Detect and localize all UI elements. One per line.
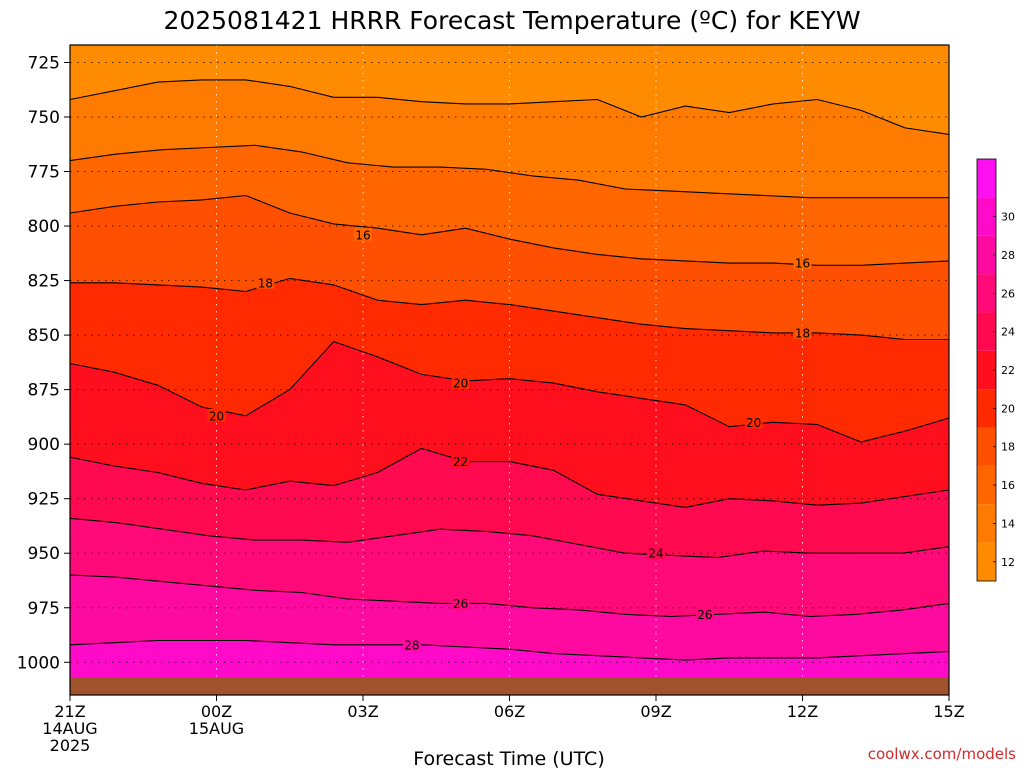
colorbar-label-12: 12 — [1001, 556, 1015, 569]
isotherm-label-16: 16 — [793, 256, 812, 271]
colorbar-swatch-1 — [977, 504, 996, 543]
isotherm-label-text: 22 — [453, 455, 468, 469]
temperature-colorbar: 12 14 16 18 20 22 24 26 28 30 — [976, 158, 1015, 582]
colorbar-label-22: 22 — [1001, 364, 1015, 377]
isotherm-label-20: 20 — [451, 376, 470, 391]
pressure-axis: 725 750 775 800 825 850 875 900 925 950 975 1000 — [17, 53, 70, 673]
isotherm-label-bg — [793, 256, 812, 270]
colorbar-swatch-10 — [977, 159, 996, 198]
isotherm-label-bg — [451, 596, 470, 610]
isotherm-label-bg — [402, 637, 421, 651]
colorbar-swatch-6 — [977, 312, 996, 351]
colorbar-swatch-4 — [977, 389, 996, 428]
credit-link[interactable]: coolwx.com/models — [868, 745, 1016, 763]
x-tick-label-12z: 12Z — [787, 702, 818, 721]
isotherm-12 — [70, 79, 949, 135]
isotherm-label-bg — [647, 546, 665, 560]
isotherm-labels: 16 16 18 18 20 20 20 22 24 26 26 28 — [207, 227, 812, 652]
colorbar-swatch-9 — [977, 197, 996, 236]
colorbar-label-16: 16 — [1001, 479, 1015, 492]
colorbar-swatch-8 — [977, 235, 996, 275]
y-tick-label-775: 775 — [28, 163, 60, 183]
colorbar-label-30: 30 — [1001, 211, 1015, 224]
x-tick-label-15z: 15Z — [933, 702, 964, 721]
x-tick-label-06z: 06Z — [494, 702, 525, 721]
colorbar-label-24: 24 — [1001, 326, 1015, 339]
isotherm-label-bg — [793, 325, 812, 339]
colorbar-label-18: 18 — [1001, 441, 1015, 454]
y-tick-label-975: 975 — [28, 599, 60, 619]
isotherm-label-28: 28 — [402, 637, 421, 652]
x-tick-label-09z: 09Z — [640, 702, 671, 721]
isotherm-label-text: 18 — [258, 276, 273, 290]
colorbar-swatch-5 — [977, 350, 996, 390]
x-tick-label-14aug: 14AUG — [42, 719, 97, 738]
chart-title: 2025081421 HRRR Forecast Temperature (ºC… — [163, 6, 860, 35]
y-tick-label-875: 875 — [28, 381, 60, 401]
isotherm-label-bg — [354, 227, 372, 241]
colorbar-label-20: 20 — [1001, 402, 1015, 415]
colorbar-swatch-0 — [977, 542, 996, 581]
isotherm-label-text: 20 — [746, 416, 761, 430]
isotherm-label-22: 22 — [451, 454, 470, 469]
colorbar-label-14: 14 — [1001, 517, 1015, 530]
isotherm-label-text: 26 — [697, 608, 712, 622]
isotherm-label-text: 26 — [453, 597, 468, 611]
isotherm-label-16: 16 — [354, 227, 372, 242]
y-tick-label-925: 925 — [28, 490, 60, 510]
x-tick-label-2025: 2025 — [50, 736, 91, 755]
colorbar-label-28: 28 — [1001, 249, 1015, 262]
isotherm-28 — [70, 639, 949, 661]
isotherm-label-bg — [695, 607, 714, 621]
colorbar-label-26: 26 — [1001, 287, 1015, 300]
isotherm-label-bg — [256, 275, 275, 289]
y-tick-label-900: 900 — [28, 435, 60, 455]
isotherm-label-bg — [744, 415, 763, 429]
x-axis-title: Forecast Time (UTC) — [413, 748, 604, 768]
y-tick-label-750: 750 — [28, 108, 60, 128]
isotherm-label-26: 26 — [695, 607, 714, 622]
y-tick-label-800: 800 — [28, 217, 60, 237]
y-tick-label-825: 825 — [28, 272, 60, 292]
isotherm-label-bg — [451, 376, 470, 390]
x-tick-label-21z: 21Z — [54, 702, 85, 721]
y-tick-label-850: 850 — [28, 326, 60, 346]
isotherm-label-18: 18 — [256, 275, 275, 290]
isotherm-label-bg — [451, 454, 470, 468]
y-tick-label-950: 950 — [28, 544, 60, 564]
y-tick-label-725: 725 — [28, 53, 60, 73]
isotherm-label-20: 20 — [744, 415, 763, 430]
isotherm-label-text: 20 — [209, 409, 224, 423]
isotherm-label-26: 26 — [451, 596, 470, 611]
isotherm-14 — [70, 144, 949, 199]
x-tick-label-03z: 03Z — [347, 702, 378, 721]
isotherm-24 — [70, 517, 949, 559]
x-tick-label-15aug: 15AUG — [189, 719, 244, 738]
isotherm-label-text: 28 — [404, 638, 419, 652]
isotherm-label-18: 18 — [793, 325, 812, 340]
x-tick-label-00z: 00Z — [201, 702, 232, 721]
isotherm-26 — [70, 574, 949, 618]
colorbar-swatch-3 — [977, 427, 996, 466]
isotherm-label-24: 24 — [647, 546, 665, 561]
isotherm-label-text: 16 — [355, 228, 370, 242]
isotherm-label-text: 20 — [453, 377, 468, 391]
isotherm-label-text: 24 — [648, 547, 663, 561]
isotherm-22 — [70, 447, 949, 508]
colorbar-swatch-7 — [977, 274, 996, 313]
temperature-fill-bands — [70, 45, 949, 695]
isotherm-label-text: 16 — [795, 257, 810, 271]
y-tick-label-1000: 1000 — [17, 653, 60, 673]
isotherm-label-bg — [207, 408, 226, 422]
isotherm-label-20: 20 — [207, 408, 226, 423]
colorbar-swatch-2 — [977, 465, 996, 505]
surface-strip — [70, 677, 949, 695]
isotherm-label-text: 18 — [795, 326, 810, 340]
